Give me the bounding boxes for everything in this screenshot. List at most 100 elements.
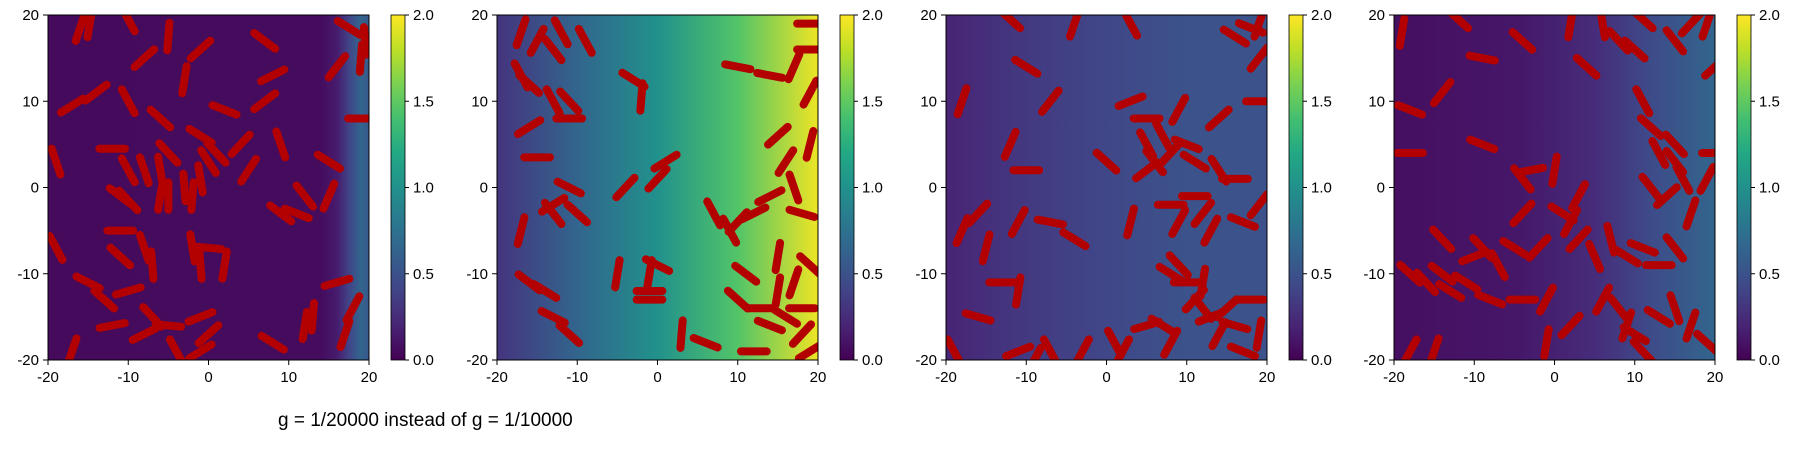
y-tick-label: 0 xyxy=(1377,180,1385,197)
panel-1: -20 -10 0 10 20 -20 -10 0 10 20 0.0 0.5 1.0 1.5 2.0 xyxy=(17,7,434,386)
rod xyxy=(1597,15,1609,42)
rod xyxy=(513,116,545,139)
rod xyxy=(1123,204,1138,240)
rod xyxy=(785,170,803,205)
rod xyxy=(1396,260,1424,287)
rod xyxy=(111,283,145,299)
x-tick-label: 20 xyxy=(1707,369,1724,386)
rod xyxy=(611,256,624,292)
rod xyxy=(1059,228,1090,251)
x-tick-label: 20 xyxy=(361,369,378,386)
rod xyxy=(1250,15,1267,41)
rod xyxy=(1165,251,1192,279)
rod xyxy=(1509,199,1536,228)
rod xyxy=(1662,26,1688,56)
rod xyxy=(1121,15,1141,40)
rod xyxy=(1426,334,1443,360)
colorbar-tick-label: 2.0 xyxy=(1311,7,1332,24)
colorbar-tick-label: 0.0 xyxy=(862,352,883,369)
rod xyxy=(1629,337,1656,360)
rod xyxy=(1219,25,1251,48)
rod xyxy=(788,320,816,348)
panel-4: -20 -10 0 10 20 -20 -10 0 10 20 0.0 0.5 1.0 1.5 2.0 xyxy=(1363,7,1780,386)
rod xyxy=(1092,148,1121,175)
rod xyxy=(1002,342,1035,360)
rod xyxy=(1672,162,1694,195)
rods xyxy=(1394,15,1715,360)
rod xyxy=(540,34,566,65)
rod xyxy=(115,186,142,215)
x-tick-label: 10 xyxy=(729,369,746,386)
rod xyxy=(1648,137,1670,169)
rod xyxy=(333,17,365,39)
rod xyxy=(324,52,350,82)
y-tick-label: -10 xyxy=(17,266,39,283)
rod xyxy=(336,317,354,352)
rod xyxy=(1540,325,1553,360)
y-tick-label: 20 xyxy=(920,7,937,24)
rod xyxy=(250,89,280,114)
rod xyxy=(953,84,971,119)
colorbar-tick-label: 1.5 xyxy=(413,93,434,110)
y-tick-label: 0 xyxy=(480,180,488,197)
rod xyxy=(526,24,548,57)
rod xyxy=(1142,147,1167,177)
rod xyxy=(1226,213,1259,231)
rod xyxy=(208,101,241,119)
rod xyxy=(1666,291,1684,326)
rod xyxy=(191,242,226,254)
rod xyxy=(703,197,725,230)
rod xyxy=(280,204,313,223)
rod xyxy=(723,286,752,313)
rod xyxy=(1160,326,1182,359)
rod xyxy=(81,80,111,105)
y-tick-label: 20 xyxy=(22,7,39,24)
rod xyxy=(298,307,312,344)
rod xyxy=(770,305,802,328)
rod xyxy=(721,60,755,74)
colorbar-tick-label: 0.5 xyxy=(1311,266,1332,283)
x-tick-label: -20 xyxy=(935,369,957,386)
panel-2: -20 -10 0 10 20 -20 -10 0 10 20 0.0 0.5 1.0 1.5 2.0 xyxy=(466,7,883,386)
rod xyxy=(771,238,785,275)
rod xyxy=(1000,127,1020,161)
heatmap-field xyxy=(1394,15,1715,360)
rod xyxy=(90,286,119,313)
rod xyxy=(1205,105,1233,132)
rod xyxy=(1508,28,1537,54)
rod xyxy=(1429,225,1456,254)
rod xyxy=(1427,261,1457,286)
rod xyxy=(999,15,1025,33)
rod xyxy=(952,214,972,248)
rod xyxy=(530,280,561,302)
rod xyxy=(151,320,186,331)
rod xyxy=(1677,15,1704,38)
rod xyxy=(319,179,339,213)
rod xyxy=(1429,78,1455,108)
x-tick-label: -10 xyxy=(1015,369,1037,386)
rod xyxy=(121,15,139,36)
rod xyxy=(802,127,818,162)
heatmap-field xyxy=(48,15,369,360)
rod xyxy=(1513,163,1548,177)
rod xyxy=(644,165,671,193)
y-tick-label: 20 xyxy=(471,7,488,24)
colorbar-tick-label: 2.0 xyxy=(413,7,434,24)
rod xyxy=(537,307,569,327)
rod xyxy=(785,205,818,221)
rod xyxy=(355,40,367,76)
rod xyxy=(555,321,584,347)
x-tick-label: 10 xyxy=(280,369,297,386)
rod xyxy=(197,146,220,177)
rod xyxy=(550,16,572,49)
rod xyxy=(184,308,217,326)
x-tick-label: 10 xyxy=(1178,369,1195,386)
x-tick-label: -10 xyxy=(566,369,588,386)
rod xyxy=(1200,214,1222,247)
rod xyxy=(1698,15,1715,41)
y-tick-label: 10 xyxy=(1368,93,1385,110)
rod xyxy=(676,316,687,352)
rod xyxy=(154,178,167,214)
x-tick-label: -20 xyxy=(486,369,508,386)
colorbar-tick-label: 0.0 xyxy=(1759,352,1780,369)
